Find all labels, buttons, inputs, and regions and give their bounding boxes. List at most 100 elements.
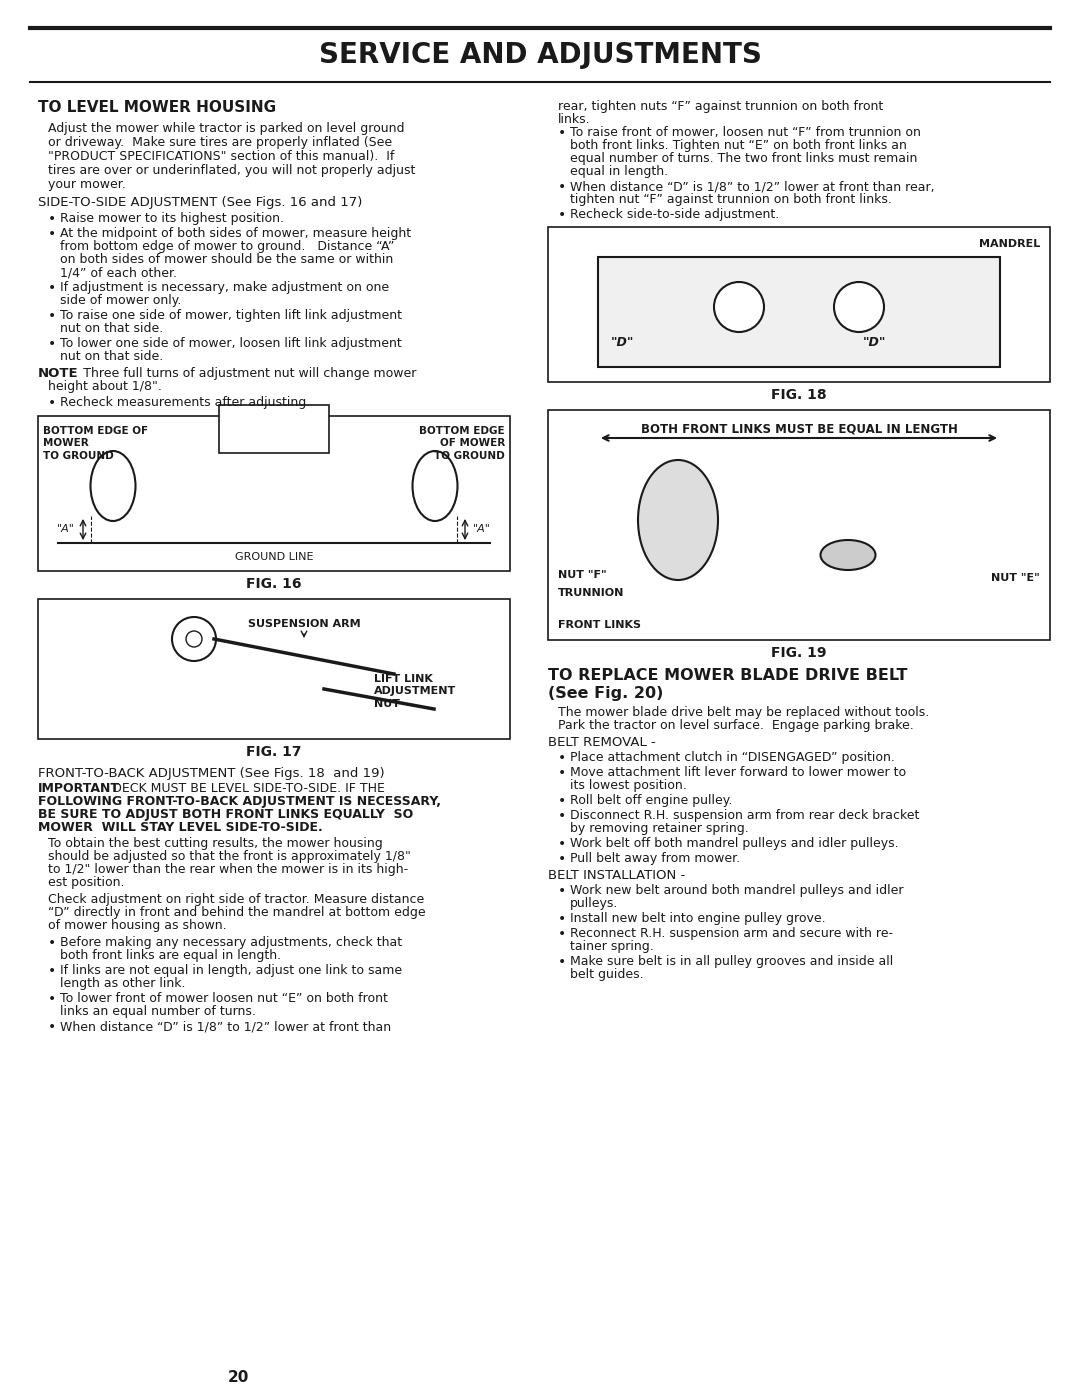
FancyBboxPatch shape <box>38 416 510 571</box>
Text: links an equal number of turns.: links an equal number of turns. <box>60 1004 256 1018</box>
Text: Disconnect R.H. suspension arm from rear deck bracket: Disconnect R.H. suspension arm from rear… <box>570 809 919 821</box>
Text: BOTTOM EDGE OF
MOWER
TO GROUND: BOTTOM EDGE OF MOWER TO GROUND <box>43 426 148 461</box>
Text: FOLLOWING FRONT-TO-BACK ADJUSTMENT IS NECESSARY,: FOLLOWING FRONT-TO-BACK ADJUSTMENT IS NE… <box>38 795 441 807</box>
Text: •: • <box>48 992 56 1006</box>
Text: Park the tractor on level surface.  Engage parking brake.: Park the tractor on level surface. Engag… <box>558 719 914 732</box>
Text: “D” directly in front and behind the mandrel at bottom edge: “D” directly in front and behind the man… <box>48 907 426 919</box>
Text: by removing retainer spring.: by removing retainer spring. <box>570 821 748 835</box>
Text: est position.: est position. <box>48 876 124 888</box>
Text: "D": "D" <box>611 335 635 348</box>
Circle shape <box>714 282 764 332</box>
Text: tainer spring.: tainer spring. <box>570 940 653 953</box>
Text: •: • <box>48 309 56 323</box>
FancyBboxPatch shape <box>38 599 510 739</box>
Text: side of mower only.: side of mower only. <box>60 293 181 307</box>
Circle shape <box>834 282 885 332</box>
Text: At the midpoint of both sides of mower, measure height: At the midpoint of both sides of mower, … <box>60 226 411 240</box>
Text: If adjustment is necessary, make adjustment on one: If adjustment is necessary, make adjustm… <box>60 281 389 293</box>
Text: on both sides of mower should be the same or within: on both sides of mower should be the sam… <box>60 253 393 265</box>
Text: links.: links. <box>558 113 591 126</box>
Text: •: • <box>48 395 56 409</box>
Text: Work new belt around both mandrel pulleys and idler: Work new belt around both mandrel pulley… <box>570 884 904 897</box>
Text: "PRODUCT SPECIFICATIONS" section of this manual).  If: "PRODUCT SPECIFICATIONS" section of this… <box>48 149 394 163</box>
Text: tighten nut “F” against trunnion on both front links.: tighten nut “F” against trunnion on both… <box>570 193 892 205</box>
Text: 1/4” of each other.: 1/4” of each other. <box>60 265 177 279</box>
Text: •: • <box>48 936 56 950</box>
Text: SUSPENSION ARM: SUSPENSION ARM <box>247 619 361 629</box>
Text: •: • <box>558 852 566 866</box>
Text: height about 1/8".: height about 1/8". <box>48 380 162 393</box>
Text: •: • <box>558 956 566 970</box>
Text: "D": "D" <box>862 335 886 348</box>
Text: •: • <box>558 928 566 942</box>
Text: Reconnect R.H. suspension arm and secure with re-: Reconnect R.H. suspension arm and secure… <box>570 928 893 940</box>
Text: of mower housing as shown.: of mower housing as shown. <box>48 919 227 932</box>
FancyBboxPatch shape <box>548 226 1050 381</box>
Text: FIG. 17: FIG. 17 <box>246 745 301 759</box>
Text: •: • <box>558 126 566 140</box>
Text: Make sure belt is in all pulley grooves and inside all: Make sure belt is in all pulley grooves … <box>570 956 893 968</box>
Text: •: • <box>558 912 566 926</box>
Text: •: • <box>48 1020 56 1034</box>
Text: •: • <box>558 752 566 766</box>
FancyBboxPatch shape <box>548 409 1050 640</box>
Text: LIFT LINK
ADJUSTMENT
NUT: LIFT LINK ADJUSTMENT NUT <box>374 673 456 708</box>
Text: (See Fig. 20): (See Fig. 20) <box>548 686 663 701</box>
Text: FRONT LINKS: FRONT LINKS <box>558 620 642 630</box>
Text: 20: 20 <box>227 1370 248 1384</box>
Text: MANDREL: MANDREL <box>978 239 1040 249</box>
Text: To lower front of mower loosen nut “E” on both front: To lower front of mower loosen nut “E” o… <box>60 992 388 1004</box>
Text: •: • <box>48 226 56 242</box>
Text: TO REPLACE MOWER BLADE DRIVE BELT: TO REPLACE MOWER BLADE DRIVE BELT <box>548 668 907 683</box>
Text: nut on that side.: nut on that side. <box>60 321 163 335</box>
Text: Adjust the mower while tractor is parked on level ground: Adjust the mower while tractor is parked… <box>48 122 405 136</box>
Text: To raise one side of mower, tighten lift link adjustment: To raise one side of mower, tighten lift… <box>60 309 402 321</box>
Text: NUT "F": NUT "F" <box>558 570 607 580</box>
Text: your mower.: your mower. <box>48 177 125 191</box>
Text: :  Three full turns of adjustment nut will change mower: : Three full turns of adjustment nut wil… <box>71 367 417 380</box>
Text: TRUNNION: TRUNNION <box>558 588 624 598</box>
Text: •: • <box>48 212 56 226</box>
Text: Recheck side-to-side adjustment.: Recheck side-to-side adjustment. <box>570 208 780 221</box>
Text: SERVICE AND ADJUSTMENTS: SERVICE AND ADJUSTMENTS <box>319 41 761 68</box>
Text: •: • <box>558 766 566 780</box>
Text: The mower blade drive belt may be replaced without tools.: The mower blade drive belt may be replac… <box>558 705 929 719</box>
Text: TO LEVEL MOWER HOUSING: TO LEVEL MOWER HOUSING <box>38 101 276 115</box>
Text: equal in length.: equal in length. <box>570 165 669 177</box>
Text: •: • <box>558 793 566 807</box>
Text: When distance “D” is 1/8” to 1/2” lower at front than: When distance “D” is 1/8” to 1/2” lower … <box>60 1020 391 1032</box>
Text: Raise mower to its highest position.: Raise mower to its highest position. <box>60 212 284 225</box>
Text: Roll belt off engine pulley.: Roll belt off engine pulley. <box>570 793 732 807</box>
Text: Place attachment clutch in “DISENGAGED” position.: Place attachment clutch in “DISENGAGED” … <box>570 752 895 764</box>
Text: Pull belt away from mower.: Pull belt away from mower. <box>570 852 740 865</box>
Text: both front links are equal in length.: both front links are equal in length. <box>60 949 281 963</box>
Text: should be adjusted so that the front is approximately 1/8": should be adjusted so that the front is … <box>48 849 410 863</box>
Text: "A": "A" <box>57 524 75 535</box>
Text: BELT INSTALLATION -: BELT INSTALLATION - <box>548 869 685 882</box>
Bar <box>219 405 329 453</box>
Text: To lower one side of mower, loosen lift link adjustment: To lower one side of mower, loosen lift … <box>60 337 402 351</box>
Text: Work belt off both mandrel pulleys and idler pulleys.: Work belt off both mandrel pulleys and i… <box>570 837 899 849</box>
Text: When distance “D” is 1/8” to 1/2” lower at front than rear,: When distance “D” is 1/8” to 1/2” lower … <box>570 180 934 193</box>
Text: or driveway.  Make sure tires are properly inflated (See: or driveway. Make sure tires are properl… <box>48 136 392 149</box>
Text: length as other link.: length as other link. <box>60 977 186 990</box>
Text: GROUND LINE: GROUND LINE <box>234 552 313 562</box>
Text: Check adjustment on right side of tractor. Measure distance: Check adjustment on right side of tracto… <box>48 893 424 907</box>
Text: •: • <box>558 180 566 194</box>
Text: BELT REMOVAL -: BELT REMOVAL - <box>548 736 656 749</box>
Text: MOWER  WILL STAY LEVEL SIDE-TO-SIDE.: MOWER WILL STAY LEVEL SIDE-TO-SIDE. <box>38 821 323 834</box>
Text: "A": "A" <box>473 524 491 535</box>
Bar <box>598 257 1000 367</box>
Text: •: • <box>558 809 566 823</box>
Text: :  DECK MUST BE LEVEL SIDE-TO-SIDE. IF THE: : DECK MUST BE LEVEL SIDE-TO-SIDE. IF TH… <box>100 782 384 795</box>
Text: •: • <box>48 337 56 351</box>
Text: •: • <box>558 837 566 851</box>
Text: BOTH FRONT LINKS MUST BE EQUAL IN LENGTH: BOTH FRONT LINKS MUST BE EQUAL IN LENGTH <box>640 422 958 434</box>
Text: •: • <box>48 281 56 295</box>
Text: NOTE: NOTE <box>38 367 79 380</box>
Text: pulleys.: pulleys. <box>570 897 619 909</box>
Text: NUT "E": NUT "E" <box>991 573 1040 583</box>
Text: Move attachment lift lever forward to lower mower to: Move attachment lift lever forward to lo… <box>570 766 906 780</box>
Text: •: • <box>558 884 566 898</box>
Text: Recheck measurements after adjusting.: Recheck measurements after adjusting. <box>60 395 310 409</box>
